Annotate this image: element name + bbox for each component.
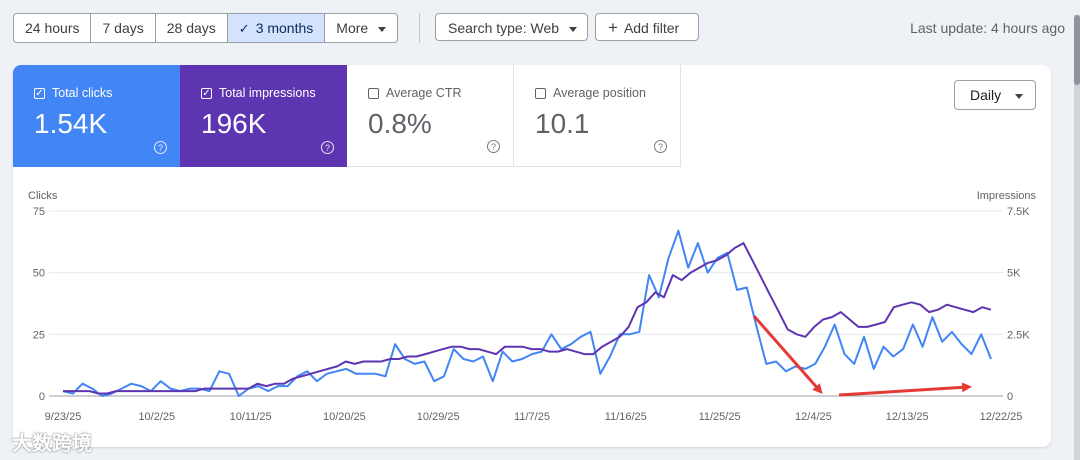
metric-total-impressions[interactable]: ✓ Total impressions 196K ? [180, 65, 347, 167]
caret-down-icon [378, 26, 387, 32]
metric-label: Total clicks [52, 86, 113, 100]
last-update-text: Last update: 4 hours ago [910, 20, 1065, 36]
metric-average-position[interactable]: Average position 10.1 ? [514, 65, 681, 167]
x-tick-label: 10/2/25 [138, 411, 175, 423]
range-3-months-label: 3 months [255, 20, 314, 36]
x-tick-label: 11/7/25 [514, 411, 550, 423]
help-icon[interactable]: ? [487, 140, 500, 153]
performance-chart[interactable]: 75 50 25 0 7.5K 5K 2.5K 0 Clicks Impressions 9/23/… [13, 165, 1051, 445]
metric-value: 1.54K [34, 108, 108, 139]
granularity-label: Daily [970, 87, 1002, 103]
metric-label-row: Average CTR [368, 86, 513, 100]
metric-label-row: ✓ Total impressions [201, 86, 347, 100]
x-tick-label: 10/11/25 [230, 411, 272, 423]
impressions-series-line [63, 242, 992, 395]
left-tick-label: 0 [39, 391, 45, 403]
metric-label: Average position [553, 86, 646, 100]
right-tick-label: 5K [1007, 268, 1021, 280]
metric-label-row: ✓ Total clicks [34, 86, 180, 100]
range-24-hours[interactable]: 24 hours [14, 14, 92, 42]
x-tick-label: 9/23/25 [45, 411, 82, 423]
right-axis-label: Impressions [977, 190, 1037, 202]
range-more-dropdown[interactable]: More [325, 14, 397, 42]
clicks-series-line [62, 229, 992, 397]
page-scrollbar-thumb[interactable] [1074, 15, 1080, 85]
flat-trend-arrow [838, 382, 972, 397]
checkbox-checked-icon[interactable]: ✓ [34, 87, 45, 99]
metric-value: 196K [201, 108, 267, 139]
x-tick-label: 12/22/25 [980, 411, 1023, 423]
add-filter-button[interactable]: + Add filter [595, 13, 699, 41]
checkbox-checked-icon[interactable]: ✓ [201, 87, 212, 99]
add-filter-label: Add filter [623, 20, 680, 36]
search-type-dropdown[interactable]: Search type: Web [435, 13, 588, 41]
metric-label: Total impressions [219, 86, 316, 100]
performance-card: ✓ Total clicks 1.54K ? ✓ Total impressions… [13, 65, 1051, 447]
left-axis-label: Clicks [28, 190, 58, 202]
metric-label: Average CTR [386, 86, 462, 100]
x-tick-label: 11/16/25 [605, 411, 647, 423]
downward-trend-arrow [752, 315, 823, 395]
date-range-selector: 24 hours 7 days 28 days ✓ 3 months More [13, 13, 399, 43]
metric-value: 0.8% [368, 108, 432, 139]
search-type-label: Search type: Web [448, 20, 560, 36]
x-tick-label: 10/29/25 [417, 411, 460, 423]
metric-value: 10.1 [535, 108, 590, 139]
trend-annotations [752, 315, 972, 397]
metric-label-row: Average position [535, 86, 680, 100]
top-toolbar: 24 hours 7 days 28 days ✓ 3 months More S… [0, 0, 1080, 56]
range-3-months[interactable]: ✓ 3 months [227, 14, 326, 42]
range-7-days[interactable]: 7 days [91, 14, 156, 42]
checkmark-icon: ✓ [238, 21, 250, 36]
range-28-days[interactable]: 28 days [156, 14, 228, 42]
right-tick-label: 2.5K [1007, 329, 1030, 341]
toolbar-divider [419, 13, 420, 43]
granularity-dropdown[interactable]: Daily [954, 80, 1036, 110]
range-more-label: More [336, 20, 369, 36]
caret-down-icon [1015, 93, 1024, 99]
right-tick-label: 0 [1007, 391, 1013, 403]
x-tick-label: 10/20/25 [323, 411, 366, 423]
help-icon[interactable]: ? [154, 141, 167, 154]
right-tick-label: 7.5K [1007, 206, 1030, 218]
checkbox-unchecked-icon[interactable] [535, 87, 546, 99]
left-tick-label: 75 [33, 206, 45, 218]
x-tick-label: 12/13/25 [886, 411, 929, 423]
left-tick-label: 25 [33, 329, 45, 341]
metric-total-clicks[interactable]: ✓ Total clicks 1.54K ? [13, 65, 180, 167]
help-icon[interactable]: ? [321, 141, 334, 154]
caret-down-icon [569, 26, 578, 32]
checkbox-unchecked-icon[interactable] [368, 87, 379, 99]
page-scrollbar-track[interactable] [1074, 15, 1080, 460]
plus-icon: + [608, 18, 618, 37]
left-tick-label: 50 [33, 268, 45, 280]
x-tick-label: 11/25/25 [699, 411, 741, 423]
help-icon[interactable]: ? [654, 140, 667, 153]
metric-average-ctr[interactable]: Average CTR 0.8% ? [347, 65, 514, 167]
x-tick-label: 12/4/25 [795, 411, 832, 423]
watermark-text: 大数跨境 [12, 433, 92, 455]
